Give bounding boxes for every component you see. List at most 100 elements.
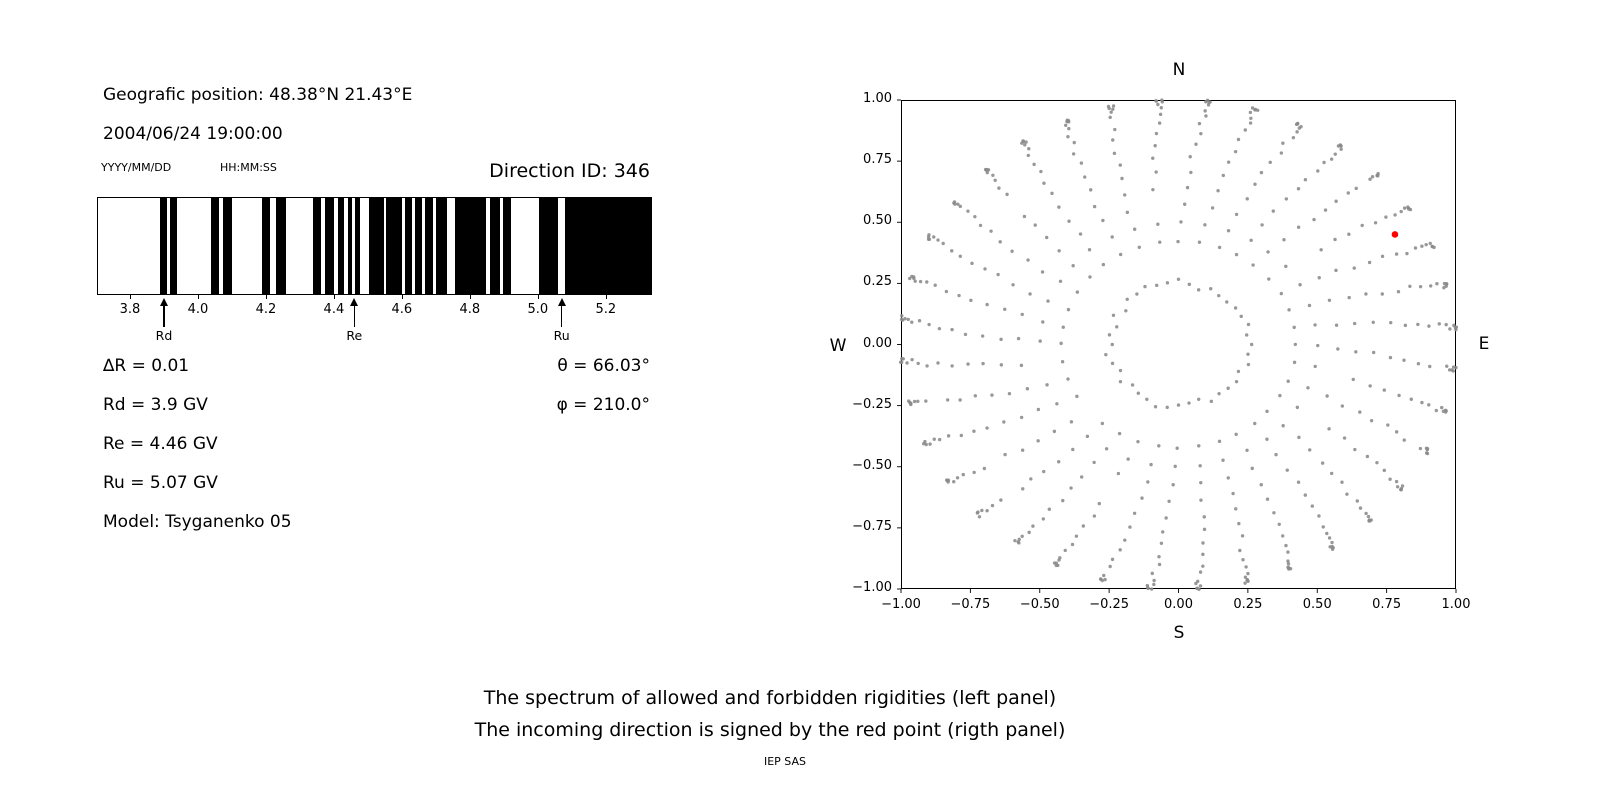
grid-dot [1118, 379, 1123, 384]
grid-dot [1279, 151, 1284, 155]
x-tick-label: −0.50 [1019, 597, 1060, 612]
grid-dot [1296, 225, 1301, 229]
grid-dot [1285, 468, 1289, 472]
grid-dot [1330, 544, 1334, 549]
grid-dot [1225, 300, 1229, 304]
grid-dot [922, 442, 926, 446]
grid-dot [1394, 252, 1399, 256]
grid-dot [1243, 581, 1247, 585]
marker-arrow-stem [163, 306, 165, 327]
grid-dot [1041, 320, 1045, 324]
grid-dot [1176, 403, 1181, 407]
grid-dot [1097, 501, 1102, 506]
grid-dot [1154, 131, 1159, 136]
grid-dot [1156, 102, 1160, 107]
grid-dot [1036, 439, 1040, 443]
spectrum-black-band [275, 198, 286, 294]
grid-dot [1246, 352, 1250, 356]
grid-dot [990, 393, 994, 397]
grid-dot [1323, 208, 1328, 212]
grid-dot [1386, 423, 1390, 427]
grid-dot [1339, 147, 1343, 151]
grid-dot [1238, 548, 1242, 553]
grid-dot [950, 249, 954, 253]
grid-dot [1424, 242, 1428, 247]
grid-dot [1221, 458, 1225, 462]
red-incoming-direction-point [1391, 231, 1399, 238]
grid-dot [1239, 314, 1243, 319]
grid-dot [980, 508, 984, 513]
spectrum-black-band [223, 198, 233, 294]
grid-dot [1340, 404, 1345, 408]
grid-dot [1154, 99, 1159, 103]
rigidity-tick-mark [537, 295, 539, 299]
grid-dot [1448, 327, 1452, 331]
spectrum-black-band [338, 198, 345, 294]
y-tick-label: 0.50 [863, 213, 892, 229]
grid-dot [1209, 287, 1213, 291]
grid-dot [1329, 471, 1334, 476]
grid-dot [1396, 290, 1401, 294]
ru-text: Ru = 5.07 GV [103, 473, 218, 493]
grid-dot [1019, 363, 1024, 368]
grid-dot [1251, 263, 1255, 267]
grid-dot [956, 202, 960, 206]
grid-dot [1279, 291, 1284, 296]
rigidity-tick-label: 4.0 [187, 302, 209, 317]
grid-dot [1226, 476, 1230, 480]
grid-dot [1237, 521, 1241, 526]
grid-dot [1198, 464, 1202, 468]
grid-dot [1021, 487, 1025, 491]
grid-dot [1017, 537, 1021, 542]
grid-dot [1338, 143, 1343, 147]
grid-dot [1295, 405, 1300, 410]
grid-dot [1333, 152, 1337, 156]
spectrum-black-band [262, 198, 271, 294]
grid-dot [1286, 562, 1291, 566]
grid-dot [1217, 439, 1222, 444]
grid-dot [1047, 507, 1052, 511]
grid-dot [1249, 116, 1253, 121]
delta-r-text: ∆R = 0.01 [103, 356, 190, 376]
grid-dot [1188, 155, 1192, 159]
grid-dot [1281, 534, 1285, 538]
grid-dot [1161, 530, 1165, 534]
grid-dot [996, 272, 1000, 277]
grid-dot [1444, 322, 1448, 327]
spectrum-black-band [455, 198, 486, 294]
rd-text: Rd = 3.9 GV [103, 395, 208, 415]
grid-dot [1130, 383, 1135, 387]
grid-dot [1333, 237, 1337, 242]
grid-dot [1322, 160, 1326, 165]
grid-dot [1020, 312, 1024, 317]
grid-dot [1376, 171, 1380, 176]
grid-dot [1347, 232, 1351, 236]
grid-dot [936, 361, 940, 365]
grid-dot [1249, 238, 1253, 242]
grid-dot [1274, 452, 1278, 457]
grid-dot [1026, 258, 1030, 262]
grid-dot [1307, 303, 1312, 308]
grid-dot [1110, 361, 1115, 366]
x-tick-label: 0.25 [1233, 597, 1263, 612]
grid-dot [1265, 497, 1270, 501]
grid-dot [999, 363, 1004, 367]
grid-dot [1124, 309, 1128, 313]
grid-dot [1231, 491, 1235, 496]
grid-dot [1325, 531, 1329, 536]
grid-dot [926, 237, 931, 241]
y-tick-label: −0.50 [852, 457, 892, 473]
grid-dot [1234, 252, 1239, 257]
grid-dot [1197, 240, 1202, 244]
marker-arrow-stem [560, 306, 563, 327]
grid-dot [972, 470, 976, 475]
grid-dot [1384, 215, 1388, 219]
grid-dot [1399, 487, 1403, 492]
grid-dot [910, 357, 914, 362]
grid-dot [1293, 342, 1298, 347]
grid-dot [1045, 235, 1049, 240]
grid-dot [1061, 498, 1065, 503]
grid-dot [1159, 106, 1163, 110]
grid-dot [1110, 342, 1114, 347]
grid-dot [1092, 460, 1096, 465]
